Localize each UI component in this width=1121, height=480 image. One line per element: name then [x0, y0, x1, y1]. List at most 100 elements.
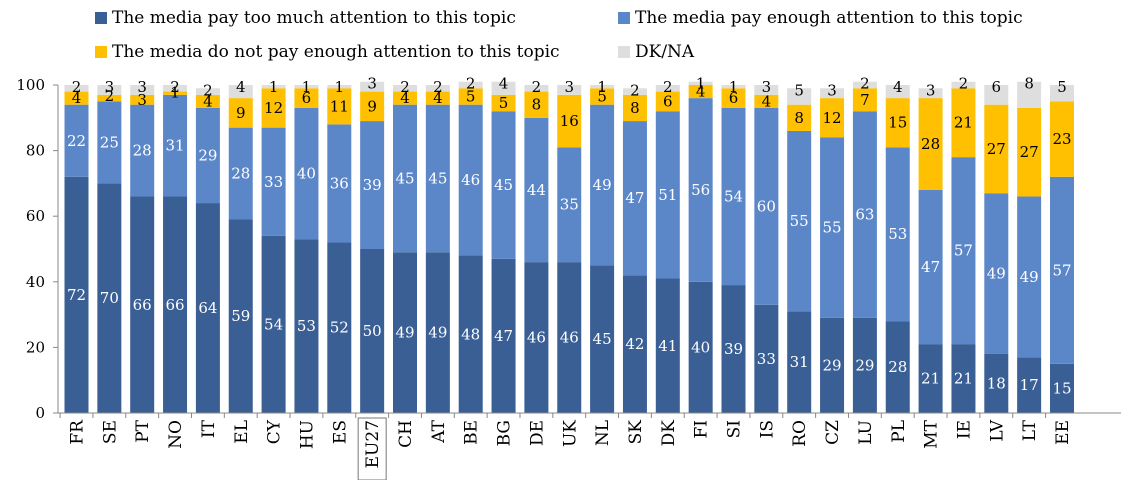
bar-segment-dkna [622, 88, 647, 95]
bar-segment-enough [852, 111, 877, 318]
bar-segment-not-enough [754, 94, 779, 108]
data-label-dkna: 1 [729, 78, 739, 96]
bar-segment-dkna [163, 85, 188, 92]
x-axis: FR SE PT NO IT EL CY HU ES EU27 CH AT BE BG DE UK NL SK DK… [58, 412, 1121, 480]
data-label-dkna: 3 [367, 75, 377, 93]
data-label-too-much: 59 [231, 307, 250, 325]
bar-segment-too-much [984, 353, 1009, 413]
bar-segment-enough [622, 121, 647, 276]
data-label-too-much: 49 [428, 324, 447, 342]
bar-segment-too-much [622, 275, 647, 413]
bar-segment-dkna [1050, 85, 1074, 102]
data-label-too-much: 53 [297, 317, 316, 335]
y-tick-label: 60 [26, 207, 45, 225]
bar-segment-dkna [984, 85, 1009, 105]
data-label-not-enough: 27 [987, 140, 1006, 158]
legend-item-too-much: The media pay too much attention to this… [95, 8, 516, 28]
bar-segment-dkna [327, 85, 352, 89]
bar-segment-enough [261, 127, 286, 236]
data-label-dkna: 4 [236, 78, 246, 96]
bar-segment-enough [557, 147, 582, 263]
data-label-not-enough: 1 [170, 84, 180, 102]
data-label-enough: 46 [461, 171, 480, 189]
data-label-not-enough: 6 [729, 89, 739, 107]
x-tick-label: PT [133, 419, 153, 442]
bar-segment-not-enough [820, 98, 845, 138]
bar-segment-dkna [130, 85, 155, 95]
data-label-dkna: 3 [105, 78, 115, 96]
data-label-too-much: 21 [954, 370, 973, 388]
data-label-too-much: 54 [264, 315, 283, 333]
data-label-enough: 44 [527, 181, 546, 199]
data-label-dkna: 4 [499, 75, 509, 93]
bar-segment-dkna [393, 85, 417, 92]
bar-segment-not-enough [655, 91, 680, 112]
bar-segment-enough [984, 193, 1009, 354]
x-tick-label: PL [889, 420, 909, 443]
data-label-too-much: 31 [790, 353, 809, 371]
data-label-enough: 33 [264, 173, 283, 191]
data-label-too-much: 64 [198, 299, 217, 317]
x-tick-label: SI [725, 420, 745, 438]
data-label-not-enough: 5 [466, 87, 476, 105]
bar-segment-not-enough [1050, 101, 1074, 177]
data-label-not-enough: 11 [330, 97, 349, 115]
data-label-enough: 60 [757, 197, 776, 215]
bar-segment-dkna [655, 85, 680, 92]
data-label-too-much: 66 [133, 296, 152, 314]
data-label-too-much: 28 [888, 358, 907, 376]
data-label-dkna: 2 [466, 75, 476, 93]
bar-segment-dkna [852, 81, 877, 89]
data-label-dkna: 1 [597, 78, 607, 96]
data-label-dkna: 1 [335, 78, 345, 96]
bar-segment-dkna [261, 85, 286, 89]
data-label-enough: 56 [691, 181, 710, 199]
data-label-too-much: 49 [395, 324, 414, 342]
x-tick-label: BE [462, 420, 482, 445]
data-label-dkna: 2 [860, 75, 870, 93]
data-label-enough: 54 [724, 188, 743, 206]
x-tick-label: AT [429, 419, 449, 443]
bar-segment-dkna [951, 81, 976, 89]
data-label-not-enough: 8 [630, 99, 640, 117]
bar-segment-not-enough [491, 94, 516, 112]
data-label-not-enough: 12 [823, 109, 842, 127]
data-label-too-much: 41 [658, 337, 677, 355]
data-label-dkna: 2 [630, 81, 640, 99]
bar-segment-too-much [163, 196, 188, 413]
legend-label-not-enough: The media do not pay enough attention to… [112, 42, 560, 62]
data-label-not-enough: 6 [663, 92, 673, 110]
data-label-enough: 29 [198, 147, 217, 165]
bar-segment-enough [590, 104, 615, 266]
data-label-enough: 28 [231, 165, 250, 183]
data-label-enough: 49 [1020, 268, 1039, 286]
data-label-enough: 45 [395, 169, 414, 187]
data-label-dkna: 2 [400, 78, 410, 96]
legend-swatch-enough [618, 12, 630, 24]
x-tick-label: HU [297, 420, 317, 449]
bar-segment-too-much [1017, 357, 1042, 413]
bar-segment-dkna [754, 85, 779, 95]
data-label-not-enough: 4 [400, 89, 410, 107]
bar-segment-too-much [491, 258, 516, 413]
x-tick-label: FR [68, 419, 88, 445]
bar-segment-too-much [228, 219, 253, 413]
data-label-too-much: 17 [1020, 376, 1039, 394]
data-label-too-much: 42 [625, 335, 644, 353]
data-label-not-enough: 3 [137, 91, 147, 109]
data-label-too-much: 52 [330, 319, 349, 337]
bar-segment-not-enough [622, 94, 647, 122]
legend-swatch-dkna [618, 46, 630, 58]
x-tick-label: EU27 [363, 420, 383, 468]
bars: 7222427025236628336631126429425928945433… [64, 75, 1074, 413]
data-label-enough: 45 [494, 176, 513, 194]
x-tick-label: LV [987, 419, 1007, 441]
x-tick-label: LU [856, 420, 876, 445]
bar-segment-too-much [393, 252, 417, 413]
bar-segment-dkna [918, 88, 943, 99]
data-label-dkna: 5 [1057, 78, 1067, 96]
bar-segment-enough [885, 147, 910, 322]
bar-segment-too-much [885, 321, 910, 413]
data-label-not-enough: 23 [1052, 130, 1071, 148]
x-tick-label: UK [560, 420, 580, 447]
